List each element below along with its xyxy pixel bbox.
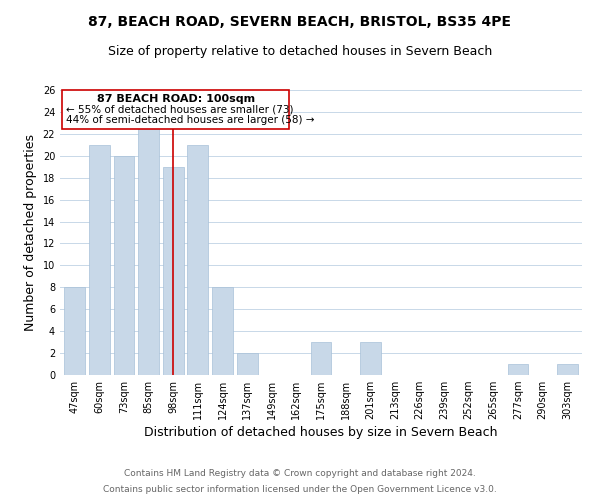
Bar	[64, 288, 85, 375]
Bar	[508, 364, 529, 375]
Bar	[212, 288, 233, 375]
Text: ← 55% of detached houses are smaller (73): ← 55% of detached houses are smaller (73…	[66, 105, 293, 115]
Bar	[236, 353, 257, 375]
Bar	[138, 123, 159, 375]
Bar	[113, 156, 134, 375]
Text: 44% of semi-detached houses are larger (58) →: 44% of semi-detached houses are larger (…	[66, 114, 314, 124]
Bar	[187, 145, 208, 375]
FancyBboxPatch shape	[62, 90, 289, 130]
Text: Size of property relative to detached houses in Severn Beach: Size of property relative to detached ho…	[108, 45, 492, 58]
Bar	[557, 364, 578, 375]
Text: 87, BEACH ROAD, SEVERN BEACH, BRISTOL, BS35 4PE: 87, BEACH ROAD, SEVERN BEACH, BRISTOL, B…	[89, 15, 511, 29]
Bar	[360, 342, 381, 375]
Text: Contains public sector information licensed under the Open Government Licence v3: Contains public sector information licen…	[103, 485, 497, 494]
Bar	[311, 342, 331, 375]
Text: 87 BEACH ROAD: 100sqm: 87 BEACH ROAD: 100sqm	[97, 94, 255, 104]
Bar	[89, 145, 110, 375]
Bar	[163, 166, 184, 375]
Y-axis label: Number of detached properties: Number of detached properties	[24, 134, 37, 331]
Text: Contains HM Land Registry data © Crown copyright and database right 2024.: Contains HM Land Registry data © Crown c…	[124, 468, 476, 477]
X-axis label: Distribution of detached houses by size in Severn Beach: Distribution of detached houses by size …	[144, 426, 498, 440]
